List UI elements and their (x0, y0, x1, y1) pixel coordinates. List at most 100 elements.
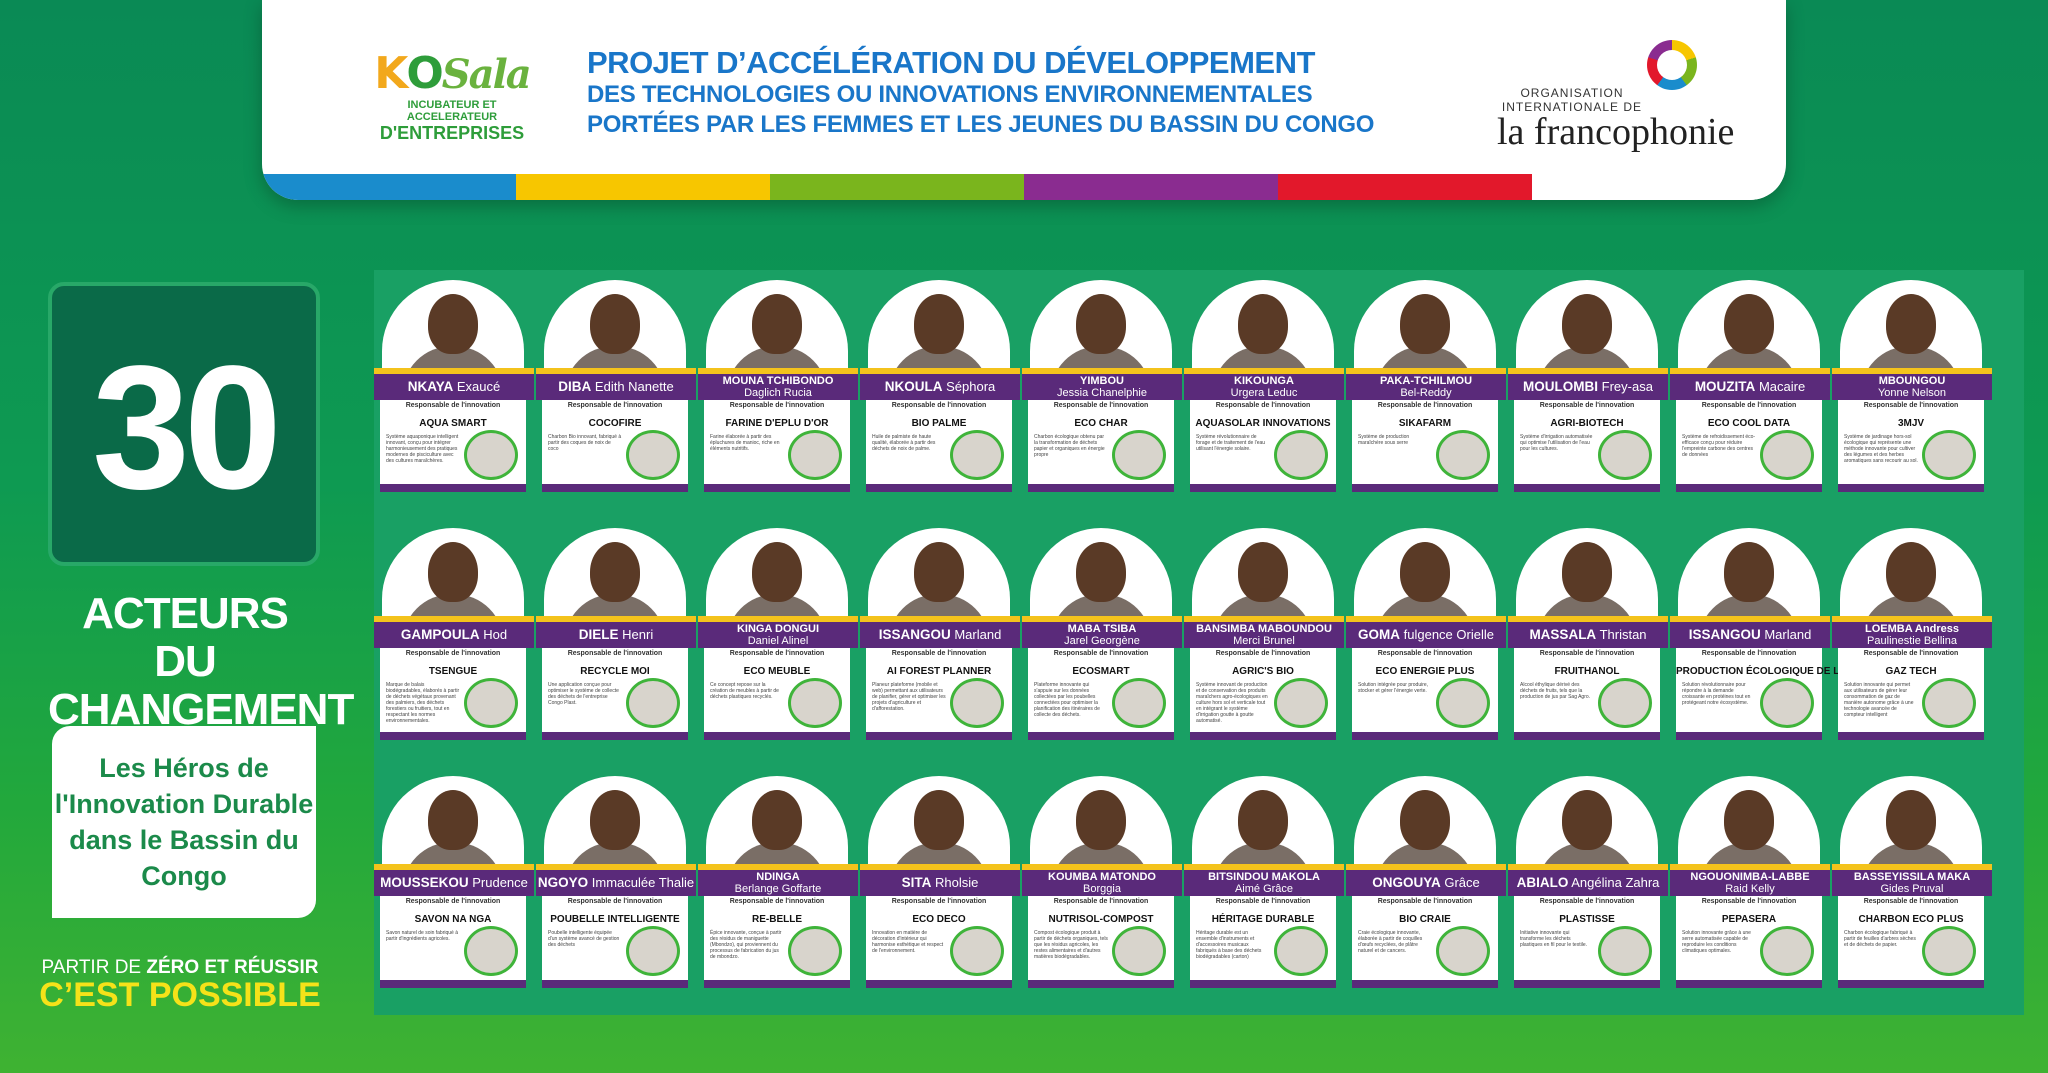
innovation-panel: Responsable de l'innovation 3MJV Système d… (1838, 400, 1984, 484)
name-bar-accent (536, 864, 696, 872)
name-bar-accent (1508, 616, 1668, 624)
innovation-description: Plateforme innovante qui s'appuie sur le… (1034, 682, 1100, 718)
name-bar-accent (1346, 368, 1506, 376)
innovation-name: ECO CHAR (1074, 418, 1128, 429)
innovation-panel: Responsable de l'innovation FRUITHANOL Alc… (1514, 648, 1660, 732)
innovation-panel: Responsable de l'innovation ECO DECO Innov… (866, 896, 1012, 980)
acteurs-heading: ACTEURS DU CHANGEMENT (48, 589, 354, 734)
responsable-label: Responsable de l'innovation (1377, 898, 1473, 905)
innovator-card: LOEMBA Andress Paulinestie Bellina Respon… (1832, 518, 1994, 754)
product-image (626, 926, 680, 976)
card-footer-bar (866, 980, 1012, 988)
name-bar-accent (1022, 616, 1182, 624)
portrait-photo (1678, 280, 1820, 384)
responsable-label: Responsable de l'innovation (1053, 898, 1149, 905)
innovator-card: BANSIMBA MABOUNDOU Merci Brunel Responsab… (1184, 518, 1346, 754)
name-bar-accent (1346, 616, 1506, 624)
innovation-panel: Responsable de l'innovation TSENGUE Marque… (380, 648, 526, 732)
innovator-card: MOUZITA Macaire Responsable de l'innovati… (1670, 270, 1832, 506)
name-bar-accent (374, 616, 534, 624)
innovation-panel: Responsable de l'innovation ECO ENERGIE P… (1352, 648, 1498, 732)
person-name: DIELE Henri (536, 622, 696, 648)
product-image (1436, 430, 1490, 480)
innovation-description: Solution intégrée pour produire, stocker… (1358, 682, 1429, 694)
innovation-panel: Responsable de l'innovation HÉRITAGE DURA… (1190, 896, 1336, 980)
card-footer-bar (1028, 732, 1174, 740)
innovator-card: GAMPOULA Hod Responsable de l'innovation T… (374, 518, 536, 754)
portrait-photo (382, 528, 524, 632)
francophonie-logo: ORGANISATION INTERNATIONALE DE la franco… (1497, 40, 1757, 153)
card-footer-bar (1676, 732, 1822, 740)
title-line-2: DES TECHNOLOGIES OU INNOVATIONS ENVIRONN… (587, 81, 1313, 108)
product-image (1274, 678, 1328, 728)
responsable-label: Responsable de l'innovation (1863, 402, 1959, 409)
innovator-card: ONGOUYA Grâce Responsable de l'innovation… (1346, 766, 1508, 1002)
innovation-description: Système de jardinage hors-sol écologique… (1844, 434, 1918, 464)
product-image (626, 678, 680, 728)
name-bar-accent (1832, 368, 1992, 376)
innovation-panel: Responsable de l'innovation RE-BELLE Épice… (704, 896, 850, 980)
innovation-name: SIKAFARM (1398, 418, 1452, 429)
portrait-photo (544, 776, 686, 880)
card-footer-bar (1028, 980, 1174, 988)
innovation-description: Système aquaponique intelligent innovant… (386, 434, 459, 464)
innovator-card: MBOUNGOU Yonne Nelson Responsable de l'in… (1832, 270, 1994, 506)
innovation-description: Système innovant de production et de con… (1196, 682, 1268, 724)
innovation-panel: Responsable de l'innovation FARINE D'EPLU… (704, 400, 850, 484)
innovation-description: Épice innovante, conçue à partir des rés… (710, 930, 782, 960)
innovation-panel: Responsable de l'innovation ECO COOL DATA… (1676, 400, 1822, 484)
card-footer-bar (380, 484, 526, 492)
portrait-photo (1840, 776, 1982, 880)
name-bar-accent (1346, 864, 1506, 872)
innovation-description: Marque de balais biodégradables, élaboré… (386, 682, 460, 724)
person-name: PAKA-TCHILMOU Bel-Reddy (1346, 374, 1506, 400)
innovation-name: AI FOREST PLANNER (886, 666, 992, 677)
card-footer-bar (704, 484, 850, 492)
innovation-name: ECO COOL DATA (1707, 418, 1791, 429)
name-bar-accent (374, 368, 534, 376)
innovation-panel: Responsable de l'innovation RECYCLE MOI Un… (542, 648, 688, 732)
product-image (950, 678, 1004, 728)
person-name: NKAYA Exaucé (374, 374, 534, 400)
person-name: ONGOUYA Grâce (1346, 870, 1506, 896)
innovation-description: Farine élaborée à partir des épluchures … (710, 434, 780, 452)
innovation-panel: Responsable de l'innovation PLASTISSE Init… (1514, 896, 1660, 980)
product-image (464, 926, 518, 976)
innovator-card: BITSINDOU MAKOLA Aimé Grâce Responsable d… (1184, 766, 1346, 1002)
product-image (1112, 678, 1166, 728)
person-name: BASSEYISSILA MAKA Gides Pruval (1832, 870, 1992, 896)
person-name: YIMBOU Jessia Chanelphie (1022, 374, 1182, 400)
product-image (626, 430, 680, 480)
kosala-tagline: INCUBATEUR ET ACCELERATEUR (406, 99, 498, 123)
card-footer-bar (380, 732, 526, 740)
responsable-label: Responsable de l'innovation (1701, 650, 1797, 657)
innovation-name: HÉRITAGE DURABLE (1211, 914, 1315, 925)
responsable-label: Responsable de l'innovation (1053, 650, 1149, 657)
innovator-card: YIMBOU Jessia Chanelphie Responsable de l… (1022, 270, 1184, 506)
person-name: MASSALA Thristan (1508, 622, 1668, 648)
innovator-card: KINGA DONGUI Daniel Alinel Responsable de… (698, 518, 860, 754)
person-name: SITA Rholsie (860, 870, 1020, 896)
innovation-panel: Responsable de l'innovation SAVON NA NGA S… (380, 896, 526, 980)
product-image (1598, 430, 1652, 480)
name-bar-accent (536, 368, 696, 376)
product-image (1436, 926, 1490, 976)
innovation-panel: Responsable de l'innovation AI FOREST PLA… (866, 648, 1012, 732)
heros-box: Les Héros de l'Innovation Durable dans l… (52, 726, 316, 918)
innovation-panel: Responsable de l'innovation BIO CRAIE Crai… (1352, 896, 1498, 980)
portrait-photo (1030, 280, 1172, 384)
innovation-description: Craie écologique innovante, élaborée à p… (1358, 930, 1423, 954)
responsable-label: Responsable de l'innovation (567, 402, 663, 409)
title-line-1: PROJET D’ACCÉLÉRATION DU DÉVELOPPEMENT (587, 45, 1315, 80)
name-bar-accent (1184, 368, 1344, 376)
name-bar-accent (860, 368, 1020, 376)
innovator-card: DIELE Henri Responsable de l'innovation RE… (536, 518, 698, 754)
product-image (788, 926, 842, 976)
innovation-name: SAVON NA NGA (414, 914, 492, 925)
responsable-label: Responsable de l'innovation (1215, 898, 1311, 905)
responsable-label: Responsable de l'innovation (729, 402, 825, 409)
innovation-panel: Responsable de l'innovation AQUASOLAR INN… (1190, 400, 1336, 484)
innovator-card: NKOULA Séphora Responsable de l'innovatio… (860, 270, 1022, 506)
francophonie-ring-icon (1647, 40, 1697, 90)
innovation-description: Solution innovante grâce à une serre aut… (1682, 930, 1751, 954)
